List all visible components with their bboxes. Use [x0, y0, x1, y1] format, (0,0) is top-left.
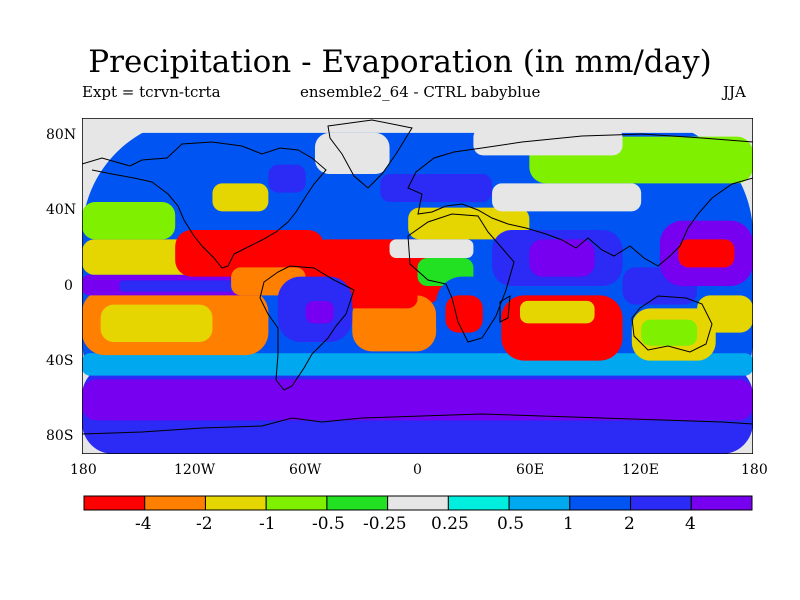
field-region: [100, 304, 213, 342]
colorbar-level-label: -1: [259, 514, 276, 534]
y-tick-label: 40N: [46, 202, 77, 218]
field-region: [529, 239, 595, 277]
precip-evap-map: [82, 118, 753, 454]
coastlines: [82, 119, 753, 435]
colorbar-swatch: [569, 495, 632, 511]
colorbar-level-label: -0.5: [312, 514, 345, 534]
field-region: [408, 207, 530, 240]
field-region: [175, 230, 325, 277]
field-region: [342, 280, 418, 309]
colorbar-level-label: -4: [135, 514, 152, 534]
field-region: [445, 295, 483, 333]
antarctica-coast: [82, 413, 753, 435]
field-region: [520, 300, 595, 324]
x-tick-label: 180: [70, 462, 97, 478]
experiment-label: Expt = tcrvn-tcrta: [82, 83, 221, 101]
colorbar-swatch: [447, 495, 510, 511]
north-america-coast: [82, 141, 327, 269]
colorbar-swatch: [630, 495, 692, 511]
colorbar: [83, 495, 753, 511]
colorbar-swatch: [144, 495, 206, 511]
field-region: [268, 164, 306, 193]
field-region: [380, 174, 493, 202]
australia-coast: [631, 295, 713, 353]
x-tick-label: 60W: [289, 462, 322, 478]
colorbar-swatch: [508, 495, 571, 511]
field-region: [314, 132, 390, 174]
y-tick-label: 40S: [46, 353, 74, 369]
colorbar-swatch: [387, 495, 449, 511]
colorbar-level-label: 2: [624, 514, 635, 534]
field-region: [82, 379, 753, 421]
field-region: [473, 127, 623, 156]
field-fills: [82, 118, 753, 454]
field-region: [305, 300, 334, 324]
colorbar-level-label: 1: [563, 514, 574, 534]
field-region: [641, 319, 698, 346]
x-tick-label: 120E: [622, 462, 659, 478]
colorbar-level-label: -2: [196, 514, 213, 534]
field-region: [389, 239, 474, 258]
south-america-coast: [259, 265, 355, 391]
colorbar-level-label: 0.5: [497, 514, 525, 534]
colorbar-level-label: -0.25: [363, 514, 407, 534]
field-region: [492, 183, 642, 212]
colorbar-swatch: [690, 495, 753, 511]
greenland-coast: [327, 119, 413, 189]
ensemble-label: ensemble2_64 - CTRL babyblue: [300, 83, 541, 101]
y-tick-label: 80S: [46, 428, 74, 444]
field-region: [697, 295, 753, 333]
x-tick-label: 180: [741, 462, 768, 478]
field-region: [119, 280, 250, 292]
colorbar-swatch: [326, 495, 389, 511]
field-region: [212, 183, 269, 212]
field-region: [82, 202, 176, 240]
colorbar-swatch: [265, 495, 328, 511]
chart-title: Precipitation - Evaporation (in mm/day): [88, 44, 712, 80]
field-region: [352, 295, 437, 352]
y-tick-label: 80N: [46, 127, 77, 143]
x-tick-label: 60E: [516, 462, 545, 478]
x-tick-label: 120W: [174, 462, 216, 478]
y-tick-label: 0: [64, 278, 73, 294]
africa-coast: [407, 213, 515, 343]
madagascar-coast: [499, 295, 511, 323]
field-region: [678, 239, 735, 268]
colorbar-level-label: 0.25: [431, 514, 469, 534]
colorbar-swatch: [204, 495, 267, 511]
colorbar-swatch: [83, 495, 146, 511]
field-region: [82, 118, 753, 133]
x-tick-label: 0: [413, 462, 422, 478]
season-label: JJA: [723, 83, 746, 101]
colorbar-level-label: 4: [685, 514, 696, 534]
eurasia-coast: [407, 133, 753, 267]
